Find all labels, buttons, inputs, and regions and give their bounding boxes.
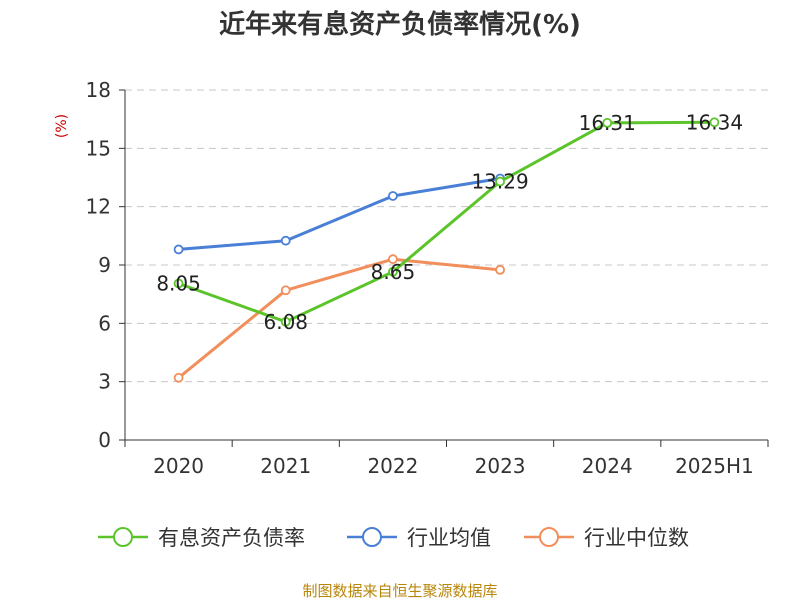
- data-point: [280, 235, 291, 246]
- y-tick-label: 6: [98, 311, 111, 335]
- series-line-1: [178, 177, 501, 251]
- data-point: [709, 117, 720, 128]
- y-tick-label: 18: [86, 78, 111, 102]
- data-label: 8.65: [371, 260, 416, 284]
- source-note: 制图数据来自恒生聚源数据库: [302, 582, 497, 600]
- data-point: [280, 285, 291, 296]
- legend-label: 行业中位数: [584, 526, 689, 550]
- y-tick-label: 0: [98, 428, 111, 452]
- legend-marker: [539, 527, 559, 547]
- data-point: [173, 244, 184, 255]
- series-lines: [173, 117, 720, 383]
- legend-marker: [113, 527, 133, 547]
- axes: 0 3 6 9 12 15 18 2020 2021 2022 2023 2024 2025H1: [86, 78, 769, 478]
- data-label: 13.29: [471, 170, 528, 194]
- y-tick-label: 12: [86, 195, 111, 219]
- series-line-2: [177, 257, 501, 379]
- y-axis-label: (%): [54, 114, 70, 138]
- data-point: [602, 117, 613, 128]
- x-tick-label: 2022: [367, 454, 418, 478]
- data-point: [495, 264, 505, 275]
- grid-lines: [125, 89, 768, 383]
- x-tick-label: 2021: [260, 454, 311, 478]
- series-line-0: [178, 120, 715, 324]
- legend-label: 有息资产负债率: [158, 526, 305, 550]
- data-point: [173, 278, 184, 289]
- x-tick-label: 2024: [582, 454, 633, 478]
- data-label: 16.34: [686, 110, 743, 134]
- data-point: [495, 176, 505, 187]
- data-point: [388, 266, 398, 277]
- y-tick-label: 15: [86, 136, 111, 160]
- y-tick-label: 3: [98, 370, 111, 394]
- data-point: [173, 372, 184, 383]
- data-label: 8.05: [156, 271, 201, 295]
- data-point: [280, 316, 291, 327]
- data-label: 6.08: [263, 310, 308, 334]
- chart-title: 近年来有息资产负债率情况(%): [219, 9, 581, 40]
- legend-label: 行业均值: [407, 526, 491, 550]
- legend: 有息资产负债率 行业均值 行业中位数: [98, 526, 689, 550]
- data-point: [388, 191, 398, 201]
- x-tick-label: 2020: [153, 454, 204, 478]
- x-tick-label: 2025H1: [675, 454, 754, 478]
- data-point: [388, 254, 398, 265]
- data-labels: 8.05 6.08 8.65 13.29 16.31 16.34: [156, 110, 743, 334]
- data-label: 16.31: [579, 111, 636, 135]
- legend-marker: [362, 527, 382, 547]
- x-tick-label: 2023: [475, 454, 526, 478]
- y-tick-label: 9: [98, 253, 111, 277]
